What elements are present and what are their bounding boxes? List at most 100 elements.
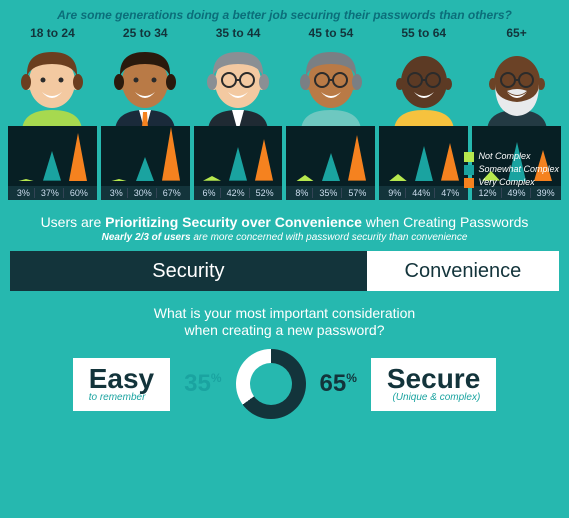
value: 49%: [504, 188, 531, 198]
secure-percent: 65%: [320, 370, 357, 398]
easy-subtitle: to remember: [89, 392, 154, 403]
generation-col: 65+: [470, 26, 563, 132]
value: 44%: [408, 188, 435, 198]
legend-label: Somewhat Complex: [478, 163, 559, 176]
complexity-chart: 6%42%52%: [194, 126, 283, 200]
value: 67%: [159, 188, 185, 198]
text: are more concerned with password securit…: [191, 232, 468, 243]
convenience-segment: Convenience: [367, 251, 559, 291]
chart-legend: Not Complex Somewhat Complex Very Comple…: [464, 150, 559, 189]
bar-somewhat-complex: [322, 153, 340, 186]
bar-somewhat-complex: [415, 146, 433, 186]
donut-chart: [236, 349, 306, 419]
chart-value-labels: 3%30%67%: [101, 186, 190, 200]
value: 47%: [437, 188, 463, 198]
generation-col: 25 to 34: [99, 26, 192, 132]
text: when creating a new password?: [184, 322, 384, 338]
infographic-root: Are some generations doing a better job …: [0, 0, 569, 518]
value: 12%: [475, 188, 502, 198]
age-label: 18 to 24: [6, 26, 99, 40]
chart-value-labels: 8%35%57%: [286, 186, 375, 200]
value: 39%: [533, 188, 559, 198]
subtitle-2: Nearly 2/3 of users are more concerned w…: [0, 232, 569, 251]
value: 52%: [252, 188, 278, 198]
main-title: Are some generations doing a better job …: [0, 0, 569, 26]
generations-row: 18 to 24 25 to 34 35 to 44 45 to 54 55 t…: [0, 26, 569, 132]
text: when Creating Passwords: [362, 214, 529, 230]
value: 35%: [315, 188, 342, 198]
age-label: 55 to 64: [377, 26, 470, 40]
avatar-icon: [477, 42, 557, 132]
security-convenience-bar: Security Convenience: [10, 251, 559, 291]
value: 60%: [66, 188, 92, 198]
bar-not-complex: [17, 168, 35, 186]
chart-bars: [101, 126, 190, 186]
age-label: 45 to 54: [284, 26, 377, 40]
avatar-icon: [12, 42, 92, 132]
value: 8%: [291, 188, 313, 198]
chart-bars: [194, 126, 283, 186]
text-bold: Nearly 2/3 of users: [102, 232, 191, 243]
value: 9%: [384, 188, 406, 198]
secure-subtitle: (Unique & complex): [387, 392, 480, 403]
label: Security: [152, 260, 224, 283]
bar-very-complex: [348, 135, 366, 186]
bar-not-complex: [110, 168, 128, 186]
bar-not-complex: [203, 168, 221, 186]
age-label: 65+: [470, 26, 563, 40]
value: 57%: [344, 188, 370, 198]
chart-bars: [379, 126, 468, 186]
legend-label: Very Complex: [478, 176, 534, 189]
legend-very-complex: Very Complex: [464, 176, 559, 189]
chart-value-labels: 6%42%52%: [194, 186, 283, 200]
chart-bars: [286, 126, 375, 186]
chart-value-labels: 3%37%60%: [8, 186, 97, 200]
complexity-chart: 9%44%47%: [379, 126, 468, 200]
bar-very-complex: [255, 139, 273, 186]
age-label: 35 to 44: [192, 26, 285, 40]
value: 3%: [106, 188, 128, 198]
generation-col: 45 to 54: [284, 26, 377, 132]
security-segment: Security: [10, 251, 367, 291]
legend-label: Not Complex: [478, 150, 530, 163]
avatar-icon: [291, 42, 371, 132]
bar-not-complex: [296, 168, 314, 186]
avatar-icon: [384, 42, 464, 132]
bar-very-complex: [69, 133, 87, 186]
easy-card: Easy to remember: [73, 358, 170, 411]
value: 37%: [37, 188, 64, 198]
text: Users are: [41, 214, 106, 230]
secure-title: Secure: [387, 366, 480, 392]
complexity-chart: 3%30%67%: [101, 126, 190, 200]
bar-somewhat-complex: [229, 147, 247, 186]
text: What is your most important consideratio…: [154, 305, 415, 321]
complexity-chart: 8%35%57%: [286, 126, 375, 200]
value: 6%: [199, 188, 221, 198]
legend-somewhat-complex: Somewhat Complex: [464, 163, 559, 176]
subtitle-1: Users are Prioritizing Security over Con…: [0, 200, 569, 232]
bar-somewhat-complex: [43, 151, 61, 186]
text-bold: Prioritizing Security over Convenience: [105, 214, 362, 230]
generation-col: 35 to 44: [192, 26, 285, 132]
bar-not-complex: [389, 168, 407, 186]
value: 30%: [130, 188, 157, 198]
legend-not-complex: Not Complex: [464, 150, 559, 163]
bar-very-complex: [441, 143, 459, 186]
easy-percent: 35%: [184, 370, 221, 398]
avatar-icon: [105, 42, 185, 132]
bar-somewhat-complex: [136, 157, 154, 186]
secure-card: Secure (Unique & complex): [371, 358, 496, 411]
label: Convenience: [405, 260, 522, 283]
avatar-icon: [198, 42, 278, 132]
value: 3%: [13, 188, 35, 198]
bar-very-complex: [162, 127, 180, 186]
generation-col: 18 to 24: [6, 26, 99, 132]
value: 42%: [223, 188, 250, 198]
generation-col: 55 to 64: [377, 26, 470, 132]
chart-value-labels: 9%44%47%: [379, 186, 468, 200]
question: What is your most important consideratio…: [0, 291, 569, 349]
chart-bars: [8, 126, 97, 186]
final-row: Easy to remember 35% 65% Secure (Unique …: [0, 349, 569, 419]
age-label: 25 to 34: [99, 26, 192, 40]
easy-title: Easy: [89, 366, 154, 392]
